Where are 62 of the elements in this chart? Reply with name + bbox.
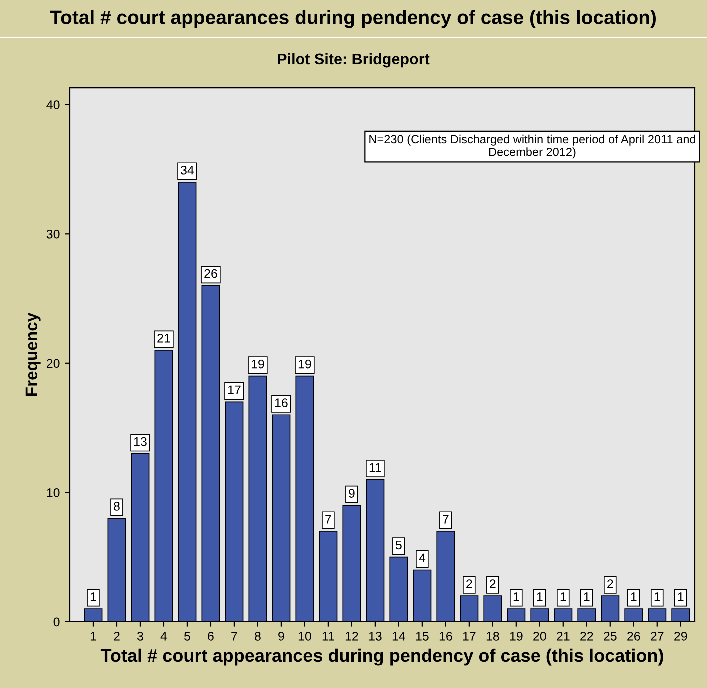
data-label: 17 [228,386,241,394]
x-tick-label: 8 [255,632,261,641]
x-tick-label: 11 [322,632,334,641]
x-tick-label: 20 [534,632,546,641]
y-tick-label: 10 [47,488,60,498]
data-label: 1 [537,592,543,602]
data-label: 16 [275,398,288,408]
x-tick-label: 17 [463,632,476,641]
x-tick-label: 13 [369,632,382,641]
data-label: 7 [443,515,449,524]
data-label: 9 [349,489,355,498]
x-tick-label: 3 [137,632,144,641]
x-tick-label: 10 [298,632,312,641]
x-tick-label: 6 [208,632,214,641]
data-label: 13 [134,437,147,446]
x-tick-label: 9 [278,632,284,641]
annotation: N=230 (Clients Discharged within time period of April 2011 and December 2012) [370,134,696,159]
x-tick-label: 4 [160,632,168,641]
data-label: 5 [396,540,402,550]
data-label: 1 [584,592,590,602]
data-label: 1 [631,592,637,602]
y-tick-label: 0 [54,618,60,627]
x-tick-label: 14 [392,632,406,641]
data-label: 21 [158,334,170,343]
x-tick-label: 19 [510,632,523,641]
x-tick-label: 27 [651,632,664,641]
data-label: 1 [514,592,520,602]
data-label: 19 [298,360,312,369]
x-tick-label: 16 [440,632,452,641]
x-tick-label: 15 [416,632,429,641]
data-label: 19 [252,360,264,369]
x-tick-label: 2 [114,632,120,641]
data-label: 1 [90,592,96,602]
data-label: 2 [466,580,472,588]
data-label: 11 [370,463,382,472]
y-tick-label: 30 [46,230,60,239]
x-tick-label: 25 [604,632,617,641]
data-label: 4 [419,554,426,562]
x-tick-label: 1 [90,632,96,641]
data-label: 7 [326,515,332,524]
x-axis-title: Total # court appearances during pendency of case (this location) [100,648,664,666]
data-label: 2 [608,580,614,588]
data-label: 1 [654,592,660,602]
data-label: 34 [180,166,194,175]
data-label: 1 [678,592,684,602]
chart-title: Total # court appearances during pendency of case (this location) [50,10,656,28]
x-tick-label: 7 [232,632,238,641]
data-label: 8 [114,502,120,511]
y-tick-label: 40 [46,100,60,110]
x-tick-label: 21 [557,632,570,641]
data-label: 2 [490,580,496,588]
x-tick-label: 29 [674,632,688,641]
x-tick-label: 5 [184,632,190,641]
x-tick-label: 22 [580,632,594,641]
x-tick-label: 26 [628,632,640,641]
y-axis-title: Frequency [26,312,41,396]
chart-subtitle: Pilot Site: Bridgeport [278,53,430,68]
y-tick-label: 20 [46,359,60,368]
x-tick-label: 12 [346,632,358,641]
data-label: 1 [560,592,566,602]
x-tick-label: 18 [486,632,500,641]
data-label: 26 [204,269,218,278]
